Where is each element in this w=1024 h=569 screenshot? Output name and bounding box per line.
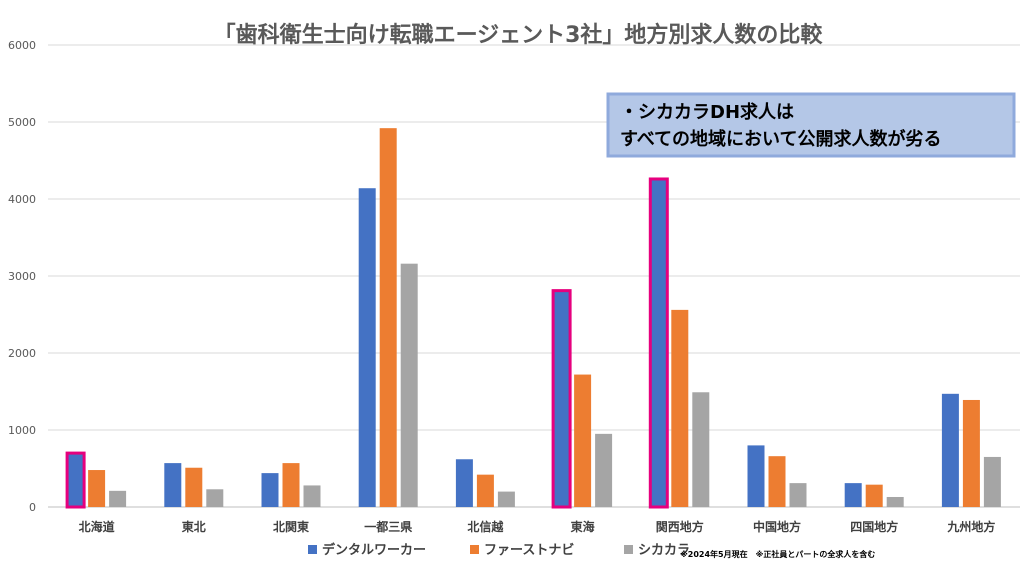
y-tick-label: 6000 <box>8 39 36 52</box>
gridlines <box>48 44 1020 508</box>
bar <box>865 484 883 507</box>
x-tick-label: 九州地方 <box>946 519 995 534</box>
annotation-line-2: すべての地域において公開求人数が劣る <box>620 128 941 150</box>
x-tick-label: 北海道 <box>79 519 115 534</box>
bar <box>206 489 224 507</box>
bar <box>595 433 613 507</box>
bar <box>400 263 418 507</box>
bar <box>983 456 1001 507</box>
x-tick-label: 東海 <box>571 519 595 534</box>
annotation-box: ・シカカラDH求人は すべての地域において公開求人数が劣る <box>606 92 1016 158</box>
bar <box>261 473 279 507</box>
bar <box>303 485 321 507</box>
legend-label: ファーストナビ <box>484 542 574 558</box>
bar <box>88 470 106 507</box>
legend-label: デンタルワーカー <box>322 542 426 558</box>
y-tick-label: 0 <box>29 501 36 514</box>
bar <box>844 483 862 507</box>
bar <box>886 496 904 507</box>
chart-title: 「歯科衛生士向け転職エージェント3社」地方別求人数の比較 <box>214 22 824 48</box>
bar <box>551 289 572 509</box>
y-axis-ticks: 0 1000 2000 3000 4000 5000 6000 <box>8 39 36 514</box>
bar <box>747 445 765 507</box>
y-tick-label: 5000 <box>8 116 36 129</box>
legend: デンタルワーカー ファーストナビ シカカラ <box>308 542 690 558</box>
bar <box>164 463 182 507</box>
bar <box>109 490 127 507</box>
x-tick-label: 四国地方 <box>850 519 898 534</box>
bar <box>692 392 710 507</box>
x-tick-label: 一都三県 <box>364 519 412 534</box>
legend-label: シカカラ <box>638 543 690 558</box>
y-tick-label: 2000 <box>8 347 36 360</box>
bar <box>282 463 300 507</box>
legend-swatch <box>308 545 317 554</box>
bar <box>789 483 807 507</box>
y-tick-label: 4000 <box>8 193 36 206</box>
x-tick-label: 北関東 <box>273 519 309 534</box>
bar <box>768 456 786 507</box>
bar <box>941 393 959 507</box>
x-tick-label: 東北 <box>182 519 206 534</box>
bar <box>671 309 689 507</box>
x-tick-label: 関西地方 <box>656 519 704 534</box>
bars <box>65 128 1001 509</box>
x-tick-label: 中国地方 <box>753 519 801 534</box>
x-tick-label: 北信越 <box>467 519 504 534</box>
footnote: ※2024年5月現在 ※正社員とパートの全求人を含む <box>680 549 875 559</box>
bar <box>185 467 203 507</box>
annotation-background <box>606 92 1016 158</box>
y-tick-label: 3000 <box>8 270 36 283</box>
bar <box>962 399 980 507</box>
bar <box>497 491 515 507</box>
bar <box>379 128 397 507</box>
annotation-line-1: ・シカカラDH求人は <box>620 101 794 123</box>
legend-swatch <box>470 545 479 554</box>
bar <box>65 451 86 509</box>
x-axis-ticks: 北海道 東北 北関東 一都三県 北信越 東海 関西地方 中国地方 四国地方 九州地方 <box>79 519 996 534</box>
bar <box>358 188 376 507</box>
bar <box>648 177 669 509</box>
bar <box>476 474 494 507</box>
bar <box>455 459 473 507</box>
legend-swatch <box>624 545 633 554</box>
y-tick-label: 1000 <box>8 424 36 437</box>
bar <box>574 374 592 507</box>
